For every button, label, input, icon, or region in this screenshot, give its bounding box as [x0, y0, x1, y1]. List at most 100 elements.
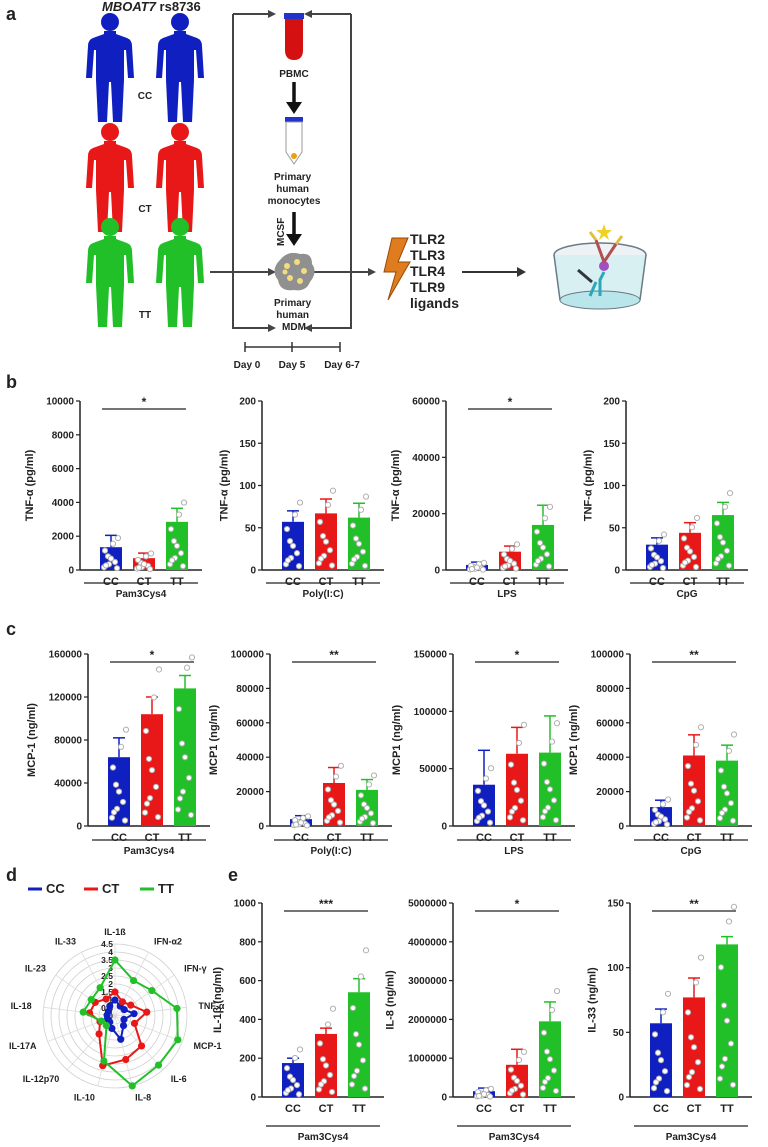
y-tick-label: 4000: [52, 498, 75, 509]
down-arrow-icon: [286, 212, 302, 246]
pbmc-tube-icon: [284, 13, 304, 60]
data-point: [541, 808, 549, 815]
data-point: [170, 538, 178, 545]
data-point: [508, 808, 516, 815]
condition-label: LPS: [504, 846, 524, 857]
legend-label: CC: [46, 881, 65, 896]
data-point: [652, 1079, 660, 1086]
y-tick-label: 100000: [414, 707, 448, 718]
data-point: [482, 775, 490, 782]
data-point: [141, 809, 149, 816]
y-tick-label: 5000000: [408, 899, 447, 910]
y-tick-label: 40000: [236, 753, 264, 764]
data-point: [727, 800, 735, 807]
radar-point: [111, 956, 119, 964]
bar-chart-b-2: 0 20000 40000 60000 TNF-α (pg/ml) CC CT TT LPS *: [390, 395, 568, 600]
legend-label: TT: [158, 881, 174, 896]
radar-point: [130, 1019, 139, 1027]
data-point: [474, 787, 482, 795]
data-point: [648, 561, 656, 569]
y-tick-label: 0: [618, 1093, 624, 1104]
y-tick-label: 50: [245, 523, 257, 534]
data-point: [690, 1044, 698, 1051]
data-point: [175, 511, 183, 518]
x-tick-label: CT: [687, 1103, 702, 1115]
significance-marker: **: [689, 648, 699, 662]
y-tick-label: 40000: [54, 779, 82, 790]
bar-chart-e-11: 0 50 100 150 IL-33 (ng/ml) CC CT TT Pam3Cys4 **: [586, 897, 752, 1143]
data-point: [719, 539, 727, 546]
data-point: [553, 987, 561, 995]
data-point: [726, 490, 734, 497]
radar-axis-label: IL-6: [171, 1074, 187, 1084]
data-point: [540, 760, 548, 767]
data-point: [717, 767, 725, 774]
radar-point: [119, 1021, 128, 1030]
data-point: [515, 739, 523, 747]
data-point: [720, 1002, 728, 1009]
data-point: [167, 525, 175, 533]
data-point: [697, 954, 705, 961]
radar-tick-label: 4: [108, 947, 113, 957]
radar-point: [102, 1021, 111, 1030]
radar-tick-label: 3.5: [101, 955, 113, 965]
data-point: [369, 820, 377, 827]
data-point: [506, 557, 514, 564]
x-tick-label: CT: [687, 832, 702, 844]
y-tick-label: 4000000: [408, 937, 447, 948]
data-point: [683, 814, 691, 821]
day-label: Day 5: [279, 360, 306, 371]
data-point: [113, 565, 121, 572]
x-tick-label: CC: [285, 576, 301, 588]
data-point: [112, 781, 120, 788]
significance-marker: *: [150, 648, 155, 662]
data-point: [107, 555, 115, 562]
data-point: [179, 563, 187, 570]
data-point: [512, 565, 520, 572]
significance-marker: *: [142, 395, 147, 409]
radar-tick-label: 4.5: [101, 939, 113, 949]
legend-label: CT: [102, 881, 119, 896]
radar-point: [102, 995, 110, 1003]
data-point: [661, 1068, 669, 1075]
data-point: [500, 551, 508, 558]
data-point: [293, 1082, 301, 1089]
radar-point: [137, 1042, 146, 1050]
data-point: [316, 518, 324, 525]
data-point: [355, 540, 363, 547]
condition-label: LPS: [497, 589, 517, 600]
radar-axis-label: IFN-α2: [154, 937, 182, 947]
data-point: [730, 731, 738, 738]
data-point: [146, 565, 154, 573]
data-point: [652, 819, 660, 826]
x-tick-label: TT: [170, 576, 184, 588]
data-point: [109, 764, 117, 771]
data-point: [304, 813, 312, 820]
x-tick-label: CC: [476, 832, 492, 844]
data-point: [361, 562, 369, 569]
data-point: [350, 1072, 358, 1080]
radar-chart: IL-1ß IFN-α2 IFN-γ TNF-α MCP-1 IL-6 IL-8 IL-10 I…: [9, 881, 225, 1103]
data-point: [468, 565, 476, 573]
data-point: [353, 1067, 361, 1074]
monocyte-tube-icon: [285, 117, 303, 165]
radar-point: [129, 976, 138, 985]
radar-point: [173, 1004, 181, 1013]
data-point: [359, 548, 367, 555]
y-tick-label: 150000: [414, 650, 448, 661]
genotype-label-ct: CT: [138, 204, 151, 215]
data-point: [692, 741, 700, 749]
significance-marker: *: [515, 897, 520, 911]
x-tick-label: CC: [653, 832, 669, 844]
x-tick-label: CC: [469, 576, 485, 588]
data-point: [519, 1091, 527, 1098]
data-point: [539, 544, 547, 551]
data-point: [653, 554, 661, 561]
data-point: [303, 822, 311, 829]
data-point: [727, 1040, 735, 1047]
data-point: [714, 555, 722, 563]
y-tick-label: 0: [76, 822, 82, 833]
data-point: [154, 813, 162, 821]
radar-point: [111, 988, 119, 996]
data-point: [729, 817, 737, 824]
